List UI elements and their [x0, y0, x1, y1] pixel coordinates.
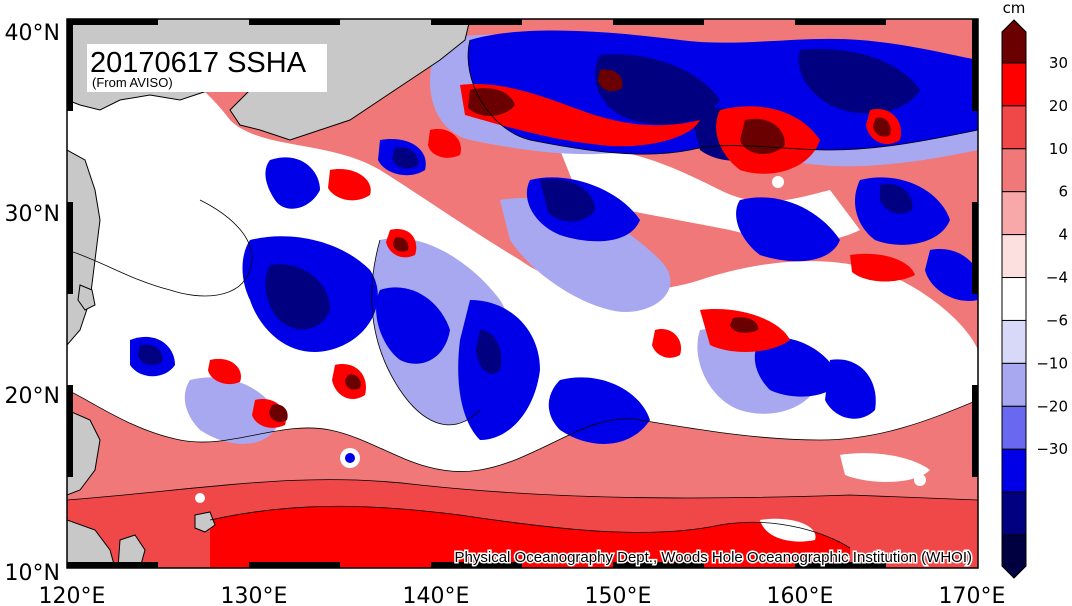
lon-label-170: 170°E [939, 584, 1006, 606]
colorbar-tick-label: −10 [1036, 354, 1068, 372]
lon-label-120: 120°E [39, 584, 106, 606]
credit-text: Physical Oceanography Dept., Woods Hole … [455, 549, 972, 566]
ssha-field [67, 19, 978, 568]
colorbar-swatch [1001, 62, 1027, 107]
colorbar-tick-label: 4 [1058, 226, 1068, 244]
strong-negative-anomaly [138, 49, 920, 374]
map-title: 20170617 SSHA [90, 47, 307, 79]
lat-label-40: 40°N [5, 21, 60, 46]
lat-label-30: 30°N [5, 202, 60, 227]
colorbar-swatch [1001, 319, 1027, 364]
colorbar-tick-label: 10 [1049, 140, 1068, 158]
map-frame [66, 18, 979, 569]
colorbar-tick-label: −4 [1046, 269, 1068, 287]
colorbar-swatch [1001, 191, 1027, 236]
colorbar-tick-label: −20 [1036, 397, 1068, 415]
title-block: 20170617 SSHA (From AVISO) [87, 44, 327, 92]
colorbar-unit: cm [1003, 0, 1026, 17]
colorbar-swatch [1001, 19, 1027, 64]
colorbar-swatch [1001, 405, 1027, 450]
positive-anomaly [208, 84, 915, 428]
colorbar-tick-label: −6 [1046, 311, 1068, 329]
map-subtitle: (From AVISO) [92, 75, 173, 90]
colorbar-swatch [1001, 105, 1027, 150]
neutral-spots [195, 176, 926, 503]
colorbar-swatch [1001, 277, 1027, 321]
colorbar-swatch [1001, 234, 1027, 279]
colorbar-swatches [1001, 19, 1027, 579]
lon-label-140: 140°E [403, 584, 470, 606]
lat-label-10: 10°N [5, 561, 60, 586]
colorbar-tick-label: 30 [1049, 54, 1068, 72]
colorbar-swatch [1001, 448, 1027, 493]
lon-label-160: 160°E [767, 584, 834, 606]
lon-label-150: 150°E [585, 584, 652, 606]
colorbar-swatch [1001, 491, 1027, 536]
small-eddy [345, 453, 355, 463]
contour-lines [67, 39, 978, 549]
lon-label-130: 130°E [221, 584, 288, 606]
colorbar-swatch [1001, 148, 1027, 193]
colorbar-swatch [1001, 362, 1027, 407]
colorbar-tick-label: 6 [1058, 183, 1068, 201]
longitude-labels: 120°E 130°E 140°E 150°E 160°E 170°E [39, 584, 1006, 606]
colorbar-tick-label: −30 [1036, 440, 1068, 458]
strong-positive-anomaly [269, 69, 891, 423]
colorbar: cm 30 20 10 6 4 −4 −6 −10 −20 −30 [1001, 0, 1068, 579]
lat-label-20: 20°N [5, 384, 60, 409]
colorbar-tick-labels: 30 20 10 6 4 −4 −6 −10 −20 −30 [1036, 54, 1068, 458]
colorbar-tick-label: 20 [1049, 97, 1068, 115]
latitude-labels: 40°N 30°N 20°N 10°N [5, 21, 60, 586]
colorbar-swatch [1001, 534, 1027, 579]
